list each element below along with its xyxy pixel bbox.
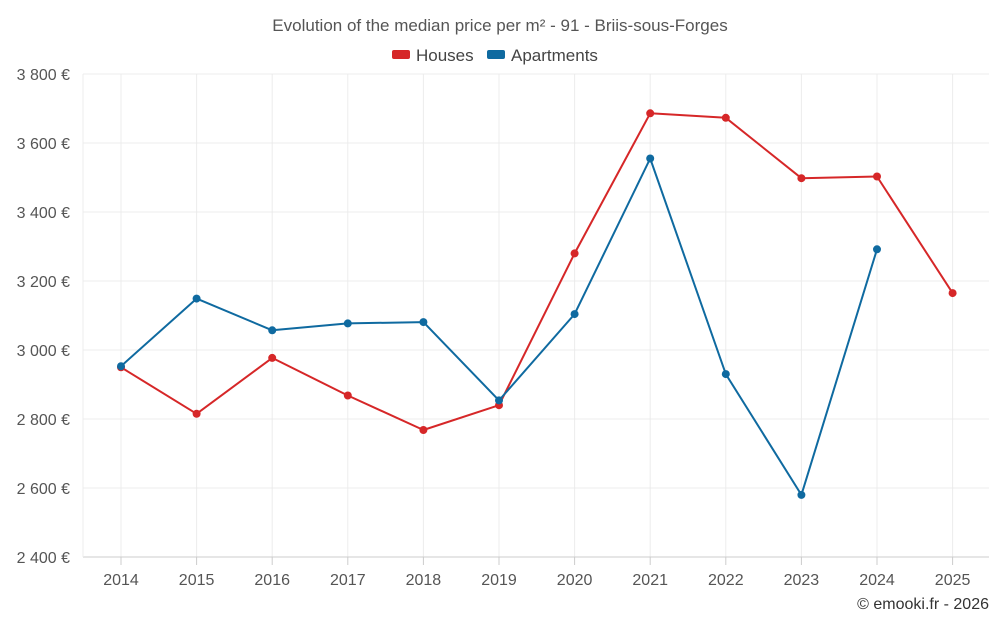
x-tick-label: 2023 — [784, 572, 820, 589]
data-point-houses[interactable] — [873, 172, 881, 181]
data-point-houses[interactable] — [419, 426, 428, 434]
grid — [83, 73, 989, 557]
y-tick-label: 3 600 € — [17, 136, 70, 153]
y-tick-label: 3 000 € — [17, 343, 70, 360]
x-tick-label: 2024 — [859, 572, 895, 589]
data-point-houses[interactable] — [646, 109, 655, 118]
x-tick-label: 2015 — [179, 572, 215, 589]
data-point-apartments[interactable] — [495, 396, 503, 405]
data-point-apartments[interactable] — [268, 326, 277, 335]
x-tick-label: 2016 — [254, 572, 290, 589]
x-tick-label: 2020 — [557, 572, 593, 589]
legend-swatch-houses — [392, 50, 410, 59]
data-point-houses[interactable] — [343, 391, 352, 400]
credit-text: © emooki.fr - 2026 — [857, 596, 989, 613]
data-point-apartments[interactable] — [721, 370, 730, 379]
legend-label-houses: Houses — [416, 46, 474, 65]
data-point-apartments[interactable] — [646, 154, 655, 163]
x-tick-label: 2017 — [330, 572, 366, 589]
y-tick-label: 2 600 € — [17, 481, 70, 498]
data-point-apartments[interactable] — [873, 245, 881, 254]
legend: Houses Apartments — [392, 46, 598, 65]
chart-title: Evolution of the median price per m² - 9… — [272, 16, 727, 35]
data-point-houses[interactable] — [948, 289, 957, 298]
data-point-houses[interactable] — [268, 353, 277, 362]
data-point-apartments[interactable] — [419, 318, 428, 327]
x-tick-label: 2019 — [481, 572, 517, 589]
series-line-houses — [120, 112, 954, 431]
axes: 2 400 € 2 600 € 2 800 € 3 000 € 3 200 € 3 400… — [17, 67, 989, 589]
y-tick-label: 3 400 € — [17, 205, 70, 222]
legend-item-apartments[interactable]: Apartments — [487, 46, 598, 65]
legend-item-houses[interactable]: Houses — [392, 46, 474, 65]
data-point-houses[interactable] — [570, 249, 579, 258]
data-point-houses[interactable] — [192, 409, 201, 418]
x-tick-label: 2018 — [406, 572, 442, 589]
y-tick-label: 3 800 € — [17, 67, 70, 84]
legend-label-apartments: Apartments — [511, 46, 598, 65]
x-tick-label: 2025 — [935, 572, 971, 589]
legend-swatch-apartments — [487, 50, 505, 59]
y-tick-label: 3 200 € — [17, 274, 70, 291]
x-tick-label: 2021 — [632, 572, 668, 589]
data-point-houses[interactable] — [797, 174, 806, 183]
y-tick-label: 2 800 € — [17, 412, 70, 429]
x-tick-label: 2014 — [103, 572, 139, 589]
y-tick-label: 2 400 € — [17, 550, 70, 567]
data-point-apartments[interactable] — [343, 319, 352, 328]
x-tick-label: 2022 — [708, 572, 744, 589]
data-point-apartments[interactable] — [797, 490, 806, 499]
data-point-apartments[interactable] — [192, 294, 201, 303]
data-point-houses[interactable] — [721, 113, 730, 122]
data-point-apartments[interactable] — [117, 362, 125, 371]
series — [117, 109, 957, 499]
data-point-apartments[interactable] — [570, 310, 579, 319]
